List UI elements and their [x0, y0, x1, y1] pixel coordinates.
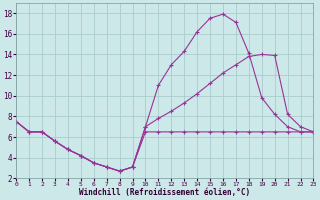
X-axis label: Windchill (Refroidissement éolien,°C): Windchill (Refroidissement éolien,°C) — [79, 188, 250, 197]
